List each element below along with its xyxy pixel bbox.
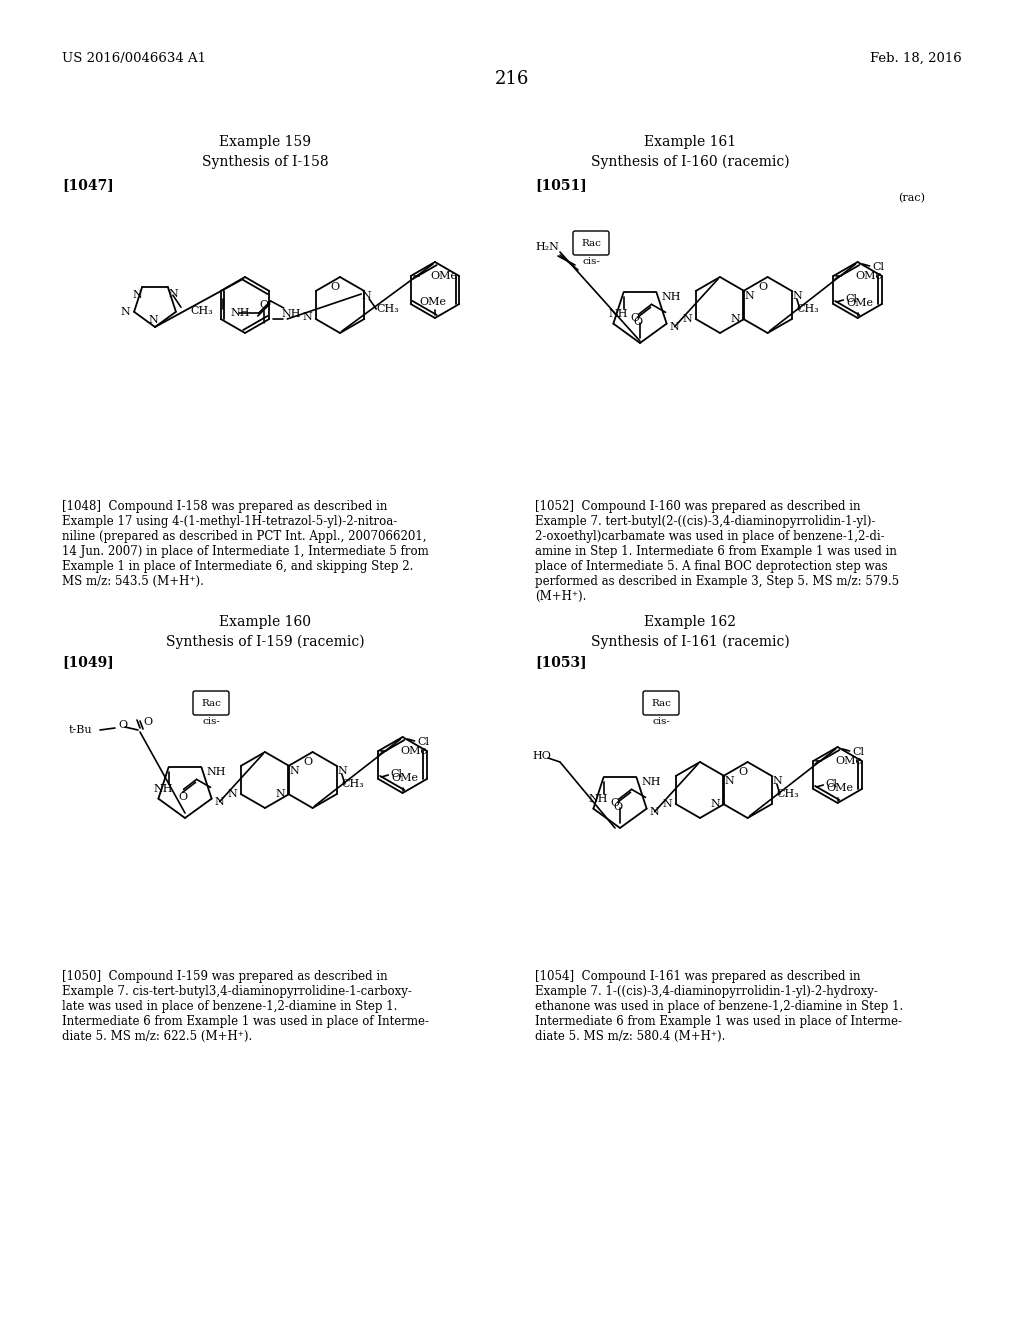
FancyBboxPatch shape (573, 231, 609, 255)
Text: Example 162: Example 162 (644, 615, 736, 630)
Text: Cl: Cl (390, 770, 402, 779)
Text: N: N (670, 322, 680, 331)
Text: Rac: Rac (201, 700, 221, 709)
Text: cis-: cis- (652, 717, 670, 726)
Text: Rac: Rac (581, 239, 601, 248)
Text: Example 159: Example 159 (219, 135, 311, 149)
Text: N: N (120, 306, 130, 317)
Text: N: N (792, 290, 802, 301)
Text: N: N (337, 766, 347, 776)
Text: Example 160: Example 160 (219, 615, 311, 630)
Text: CH₃: CH₃ (797, 304, 819, 314)
Text: 216: 216 (495, 70, 529, 88)
Text: OMe: OMe (826, 783, 853, 793)
Text: OMe: OMe (855, 271, 883, 281)
Text: NH: NH (609, 309, 629, 319)
Text: Synthesis of I-159 (racemic): Synthesis of I-159 (racemic) (166, 635, 365, 649)
Text: HO: HO (532, 751, 551, 762)
Text: Synthesis of I-160 (racemic): Synthesis of I-160 (racemic) (591, 154, 790, 169)
Text: Synthesis of I-161 (racemic): Synthesis of I-161 (racemic) (591, 635, 790, 649)
Text: CH₃: CH₃ (342, 779, 365, 789)
Text: N: N (148, 315, 158, 325)
Text: NH: NH (207, 767, 226, 777)
Text: O: O (610, 799, 620, 808)
Text: Example 161: Example 161 (644, 135, 736, 149)
Text: OMe: OMe (836, 756, 862, 766)
Text: N: N (361, 290, 371, 301)
Text: Cl: Cl (846, 294, 857, 304)
Text: cis-: cis- (202, 717, 220, 726)
Text: NH: NH (230, 308, 250, 318)
Text: N: N (772, 776, 781, 785)
Text: N: N (275, 789, 286, 799)
FancyBboxPatch shape (193, 690, 229, 715)
Text: N: N (650, 807, 659, 817)
Text: O: O (178, 792, 187, 803)
Text: O: O (118, 719, 127, 730)
Text: Cl: Cl (853, 747, 864, 756)
Text: [1052]  Compound I-160 was prepared as described in
Example 7. tert-butyl(2-((ci: [1052] Compound I-160 was prepared as de… (535, 500, 899, 603)
Text: Feb. 18, 2016: Feb. 18, 2016 (870, 51, 962, 65)
Text: NH: NH (154, 784, 173, 795)
Text: [1047]: [1047] (62, 178, 114, 191)
Text: NH: NH (282, 309, 301, 319)
Text: US 2016/0046634 A1: US 2016/0046634 A1 (62, 51, 206, 65)
Text: O: O (143, 717, 153, 727)
Text: [1053]: [1053] (535, 655, 587, 669)
FancyBboxPatch shape (643, 690, 679, 715)
Text: N: N (215, 797, 224, 807)
Text: OMe: OMe (846, 298, 873, 308)
Text: CH₃: CH₃ (376, 304, 399, 314)
Text: [1051]: [1051] (535, 178, 587, 191)
Text: CH₃: CH₃ (189, 306, 213, 317)
Text: N: N (663, 799, 673, 809)
Text: [1054]  Compound I-161 was prepared as described in
Example 7. 1-((cis)-3,4-diam: [1054] Compound I-161 was prepared as de… (535, 970, 903, 1043)
Text: OMe: OMe (420, 297, 446, 308)
Text: Cl: Cl (872, 261, 885, 272)
Text: O: O (634, 317, 643, 327)
Text: N: N (228, 789, 238, 799)
Text: O: O (613, 803, 623, 812)
Text: NH: NH (641, 777, 660, 787)
Text: OMe: OMe (431, 271, 458, 281)
Text: OMe: OMe (391, 774, 418, 783)
Text: NH: NH (662, 292, 681, 302)
Text: cis-: cis- (582, 257, 600, 267)
Text: N: N (744, 290, 754, 301)
Text: N: N (683, 314, 692, 323)
Text: N: N (168, 289, 178, 300)
Text: N: N (711, 799, 720, 809)
Text: O: O (331, 282, 340, 292)
Text: N: N (303, 312, 312, 322)
Text: NH: NH (589, 795, 608, 804)
Text: O: O (259, 300, 268, 310)
Text: O: O (758, 282, 767, 292)
Text: Rac: Rac (651, 700, 671, 709)
Text: OMe: OMe (400, 746, 427, 756)
Text: N: N (730, 314, 740, 323)
Text: O: O (631, 313, 640, 323)
Text: N: N (132, 290, 142, 300)
Text: t-Bu: t-Bu (69, 725, 92, 735)
Text: [1048]  Compound I-158 was prepared as described in
Example 17 using 4-(1-methyl: [1048] Compound I-158 was prepared as de… (62, 500, 429, 587)
Text: Synthesis of I-158: Synthesis of I-158 (202, 154, 329, 169)
Text: Cl: Cl (418, 737, 430, 747)
Text: [1050]  Compound I-159 was prepared as described in
Example 7. cis-tert-butyl3,4: [1050] Compound I-159 was prepared as de… (62, 970, 429, 1043)
Text: [1049]: [1049] (62, 655, 114, 669)
Text: Cl: Cl (825, 779, 838, 789)
Text: O: O (303, 756, 312, 767)
Text: (rac): (rac) (898, 193, 925, 203)
Text: O: O (738, 767, 748, 777)
Text: H₂N: H₂N (535, 242, 559, 252)
Text: N: N (724, 776, 734, 785)
Text: N: N (290, 766, 299, 776)
Text: CH₃: CH₃ (777, 789, 800, 799)
